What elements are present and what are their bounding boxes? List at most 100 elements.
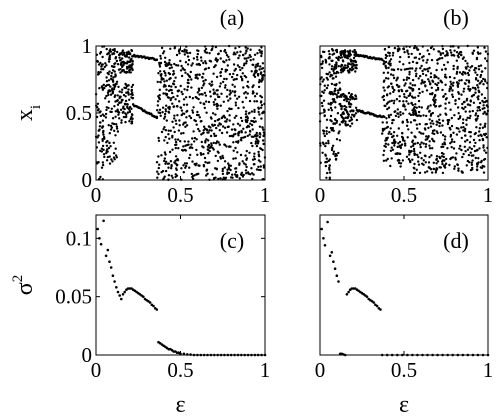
data-point — [171, 102, 174, 105]
data-point — [240, 75, 243, 79]
data-point — [198, 63, 202, 67]
data-point — [109, 85, 112, 88]
data-point — [212, 141, 215, 145]
data-point — [435, 162, 438, 165]
data-point — [191, 62, 194, 65]
data-point — [98, 121, 102, 124]
data-point — [158, 65, 162, 68]
data-point — [355, 118, 359, 122]
data-point — [462, 87, 466, 91]
data-point — [330, 67, 333, 71]
data-point — [337, 65, 340, 68]
data-point — [398, 95, 401, 98]
data-points — [94, 44, 267, 181]
data-point — [476, 84, 479, 87]
data-point — [337, 89, 340, 92]
data-point — [381, 132, 384, 135]
data-point — [162, 50, 166, 53]
data-point — [335, 61, 338, 64]
data-point — [202, 353, 206, 357]
data-point — [320, 66, 324, 70]
data-point — [350, 66, 354, 69]
data-point — [335, 83, 338, 86]
data-point — [213, 103, 216, 106]
data-point — [392, 74, 395, 77]
data-point — [466, 116, 469, 120]
data-point — [403, 68, 407, 71]
data-point — [457, 112, 460, 115]
data-point — [114, 134, 117, 137]
x-tick-label: 1 — [483, 358, 494, 382]
data-point — [404, 108, 407, 111]
data-point — [465, 67, 468, 70]
data-point — [188, 156, 191, 160]
data-point — [96, 59, 99, 63]
data-point — [244, 76, 248, 79]
data-point — [444, 67, 447, 71]
data-point — [98, 237, 101, 240]
data-point — [342, 117, 345, 120]
data-point — [129, 117, 132, 121]
data-point — [414, 136, 417, 139]
data-point — [219, 353, 223, 357]
data-point — [412, 113, 415, 117]
data-point — [485, 99, 488, 103]
data-point — [464, 150, 467, 153]
x-axis-label: ε — [175, 392, 185, 418]
data-point — [413, 153, 416, 157]
data-point — [225, 59, 228, 62]
data-point — [262, 110, 265, 114]
data-point — [240, 353, 243, 357]
data-point — [253, 110, 256, 114]
data-point — [410, 131, 413, 134]
data-point — [403, 142, 407, 145]
data-point — [322, 129, 325, 132]
data-point — [105, 159, 109, 162]
data-point — [175, 53, 179, 57]
data-point — [334, 89, 337, 92]
data-point — [193, 136, 197, 140]
data-point — [465, 123, 468, 126]
data-point — [470, 95, 474, 98]
data-point — [237, 106, 240, 110]
data-point — [414, 69, 417, 73]
data-point — [258, 113, 261, 116]
data-point — [426, 67, 429, 71]
data-point — [152, 304, 155, 308]
data-point — [255, 63, 258, 66]
data-point — [421, 69, 424, 73]
data-point — [460, 93, 463, 96]
data-point — [399, 55, 402, 59]
data-point — [432, 139, 435, 142]
data-point — [164, 71, 167, 75]
data-point — [403, 105, 406, 108]
data-point — [216, 150, 219, 153]
data-point — [468, 89, 471, 92]
data-point — [179, 140, 182, 143]
data-point — [186, 63, 190, 66]
data-point — [116, 103, 120, 106]
data-point — [165, 88, 168, 91]
data-point — [182, 123, 185, 126]
data-point — [262, 73, 265, 77]
data-point — [127, 52, 130, 56]
data-point — [204, 100, 208, 103]
data-point — [444, 112, 447, 115]
data-point — [337, 151, 340, 155]
data-point — [245, 50, 248, 53]
data-point — [405, 67, 408, 71]
data-point — [354, 66, 357, 69]
data-point — [230, 75, 234, 79]
data-point — [238, 124, 242, 127]
data-point — [437, 77, 440, 80]
data-point — [429, 125, 433, 128]
data-point — [342, 119, 345, 122]
data-point — [388, 62, 391, 66]
data-point — [121, 88, 124, 91]
data-point — [110, 71, 114, 75]
data-point — [156, 176, 159, 179]
data-point — [258, 48, 261, 52]
data-point — [102, 148, 105, 151]
data-point — [119, 63, 123, 66]
data-point — [197, 172, 200, 175]
